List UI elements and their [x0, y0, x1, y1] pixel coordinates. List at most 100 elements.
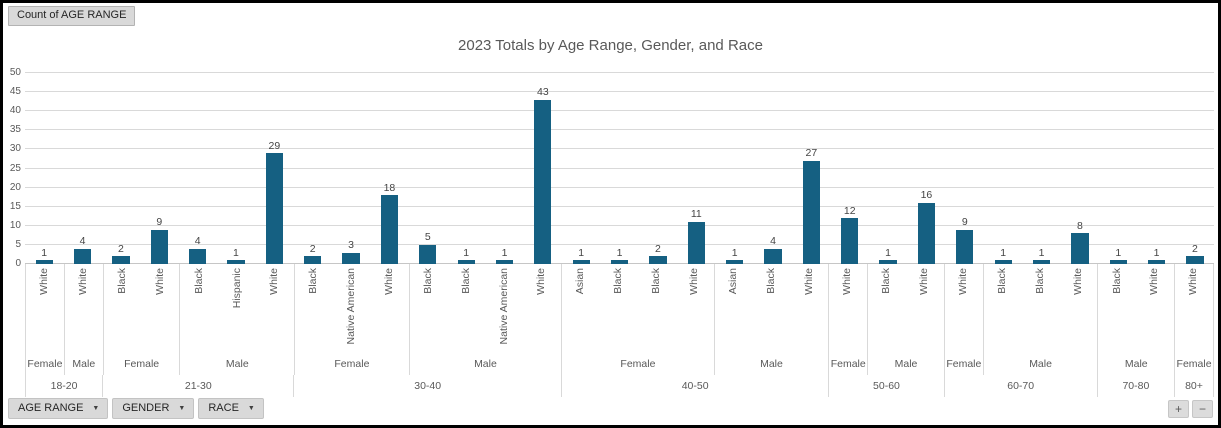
age-range-label: 40-50: [560, 375, 828, 397]
bar[interactable]: [457, 260, 475, 264]
age-range-label: 18-20: [25, 375, 102, 397]
bar[interactable]: [610, 260, 629, 264]
race-label: Black: [612, 268, 625, 294]
collapse-detail-button[interactable]: −: [1192, 400, 1213, 418]
race-label: White: [153, 268, 166, 295]
data-label: 1: [731, 246, 738, 259]
race-label: Black: [115, 268, 128, 294]
bar[interactable]: [73, 248, 92, 264]
bar[interactable]: [35, 260, 53, 264]
bar[interactable]: [534, 99, 552, 264]
race-label: White: [957, 268, 970, 295]
age-range-label: 70-80: [1096, 375, 1174, 397]
bar-slot: 9: [140, 73, 178, 264]
bar[interactable]: [649, 256, 667, 264]
bar-slot: 2: [102, 73, 140, 264]
data-label: 4: [79, 235, 86, 248]
data-label: 1: [1038, 246, 1045, 259]
bar[interactable]: [802, 160, 820, 264]
gridline: [25, 224, 1214, 226]
bar[interactable]: [764, 248, 782, 264]
bar[interactable]: [419, 244, 437, 264]
gridline: [25, 167, 1214, 169]
race-label: Native American: [497, 268, 510, 345]
gridline: [25, 205, 1214, 207]
race-label: Black: [421, 268, 434, 294]
gender-group: White: [1174, 264, 1213, 352]
age-range-label: 30-40: [293, 375, 560, 397]
bar[interactable]: [1186, 256, 1204, 264]
bar[interactable]: [380, 195, 399, 264]
race-label: White: [268, 268, 281, 295]
gender-group: Black White: [867, 264, 944, 352]
gender-label: Male: [1097, 352, 1174, 375]
chart-title[interactable]: 2023 Totals by Age Range, Gender, and Ra…: [458, 37, 763, 54]
count-field-button[interactable]: Count of AGE RANGE: [8, 6, 136, 26]
data-label: 11: [690, 208, 702, 221]
data-label: 29: [268, 139, 281, 152]
bar[interactable]: [917, 202, 936, 264]
bar-slot: 4: [63, 73, 101, 264]
bar-slot: 11: [677, 73, 715, 264]
bar-slot: 1: [485, 73, 523, 264]
bar[interactable]: [687, 221, 705, 264]
bar[interactable]: [994, 260, 1012, 264]
bar[interactable]: [265, 153, 283, 264]
filter-button-race[interactable]: RACE ▼: [198, 398, 264, 419]
bar-slot: 2: [1176, 73, 1214, 264]
data-label: 1: [1115, 246, 1122, 259]
y-tick-label: 35: [9, 124, 21, 136]
bar-slot: 3: [332, 73, 370, 264]
y-tick-label: 40: [9, 105, 21, 117]
bar-slot: 1: [25, 73, 63, 264]
race-label: Black: [307, 268, 320, 294]
filter-button-age-range[interactable]: AGE RANGE ▼: [8, 398, 109, 419]
bar[interactable]: [342, 252, 360, 264]
bars-row: 1 4 2 9 4 1 29 2 3 18 5 1 1 43 1 1 2 11 1 4 27 12 1 16 9 1 1 8 1 1 2: [25, 73, 1214, 264]
bar[interactable]: [726, 260, 744, 264]
bar[interactable]: [879, 260, 897, 264]
bar[interactable]: [227, 260, 245, 264]
data-label: 1: [1000, 246, 1007, 259]
bar-slot: 18: [370, 73, 408, 264]
data-label: 1: [1153, 246, 1160, 259]
y-tick-label: 50: [9, 67, 21, 78]
bar[interactable]: [112, 256, 130, 264]
data-label: 12: [843, 204, 856, 217]
gridline: [25, 110, 1214, 112]
bar[interactable]: [572, 260, 590, 264]
race-label: Native American: [345, 268, 358, 345]
bar[interactable]: [495, 260, 514, 264]
expand-detail-button[interactable]: +: [1168, 400, 1189, 418]
data-label: 8: [1076, 219, 1083, 232]
chevron-down-icon: ▼: [178, 405, 186, 412]
pivot-filter-bar: AGE RANGE ▼ GENDER ▼ RACE ▼: [8, 398, 264, 419]
y-tick-label: 45: [9, 86, 21, 98]
gender-group: Asian Black Black White: [561, 264, 713, 352]
bar[interactable]: [956, 229, 974, 264]
gender-label: Male: [867, 352, 944, 375]
filter-button-gender[interactable]: GENDER ▼: [112, 398, 195, 419]
bar-slot: 1: [869, 73, 907, 264]
bar-slot: 1: [600, 73, 638, 264]
filter-button-label: AGE RANGE: [18, 402, 84, 414]
bar[interactable]: [1071, 233, 1089, 264]
bar-slot: 1: [984, 73, 1022, 264]
bar[interactable]: [1032, 260, 1051, 264]
gridline: [25, 148, 1214, 150]
race-label: Black: [192, 268, 205, 294]
data-label: 1: [616, 246, 623, 259]
bar[interactable]: [841, 218, 859, 264]
bar[interactable]: [188, 248, 207, 264]
y-tick-label: 20: [9, 181, 21, 193]
bar-slot: 1: [562, 73, 600, 264]
data-label: 1: [233, 246, 239, 259]
bar[interactable]: [1147, 260, 1166, 264]
bar[interactable]: [150, 229, 168, 264]
data-label: 18: [383, 181, 396, 194]
bar[interactable]: [1109, 260, 1127, 264]
race-label: White: [1187, 268, 1200, 295]
bar[interactable]: [304, 256, 322, 264]
race-label: White: [1148, 268, 1161, 295]
data-label: 27: [805, 147, 818, 160]
